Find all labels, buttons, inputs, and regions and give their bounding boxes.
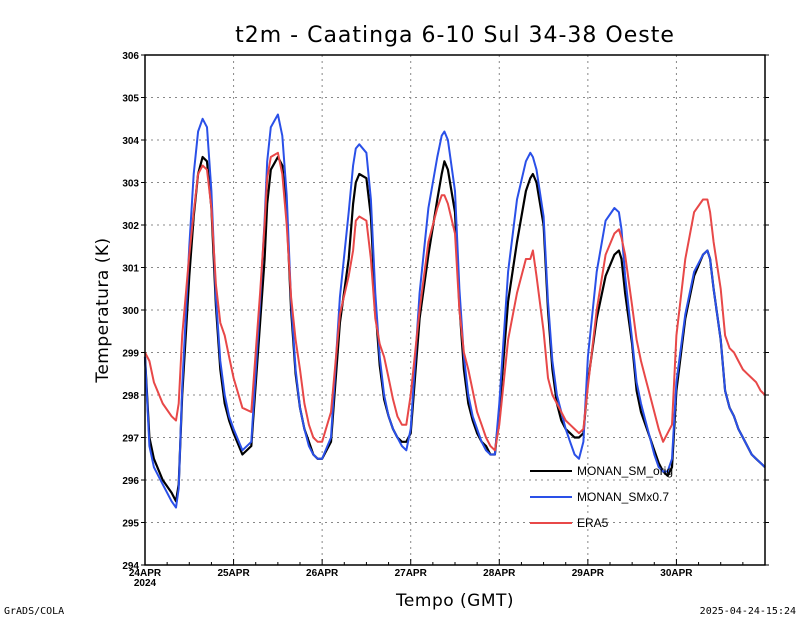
y-tick-label: 305: [122, 94, 139, 105]
y-tick-label: 304: [122, 136, 139, 147]
grid-lines: [145, 55, 765, 565]
footer-credit: GrADS/COLA: [4, 606, 64, 617]
legend: MONAN_SM_orig MONAN_SMx0.7 ERA5: [530, 464, 673, 530]
y-tick-label: 301: [122, 264, 139, 275]
x-tick-label: 28APR: [483, 568, 516, 579]
y-axis: 294 295 296 297 298 299 300 301 302 303 304 305 306: [122, 51, 769, 572]
y-tick-label: 295: [122, 519, 139, 530]
x-tick-sublabel: 2024: [134, 578, 157, 589]
x-tick-label: 27APR: [395, 568, 428, 579]
series-layer: [143, 113, 766, 509]
x-tick-label: 29APR: [572, 568, 605, 579]
series-line-monan-smx0-7: [144, 113, 766, 509]
x-tick-label: 24APR: [129, 568, 162, 579]
legend-label: ERA5: [577, 516, 609, 530]
x-tick-label: 26APR: [306, 568, 339, 579]
y-tick-label: 303: [122, 179, 139, 190]
plot-frame: [144, 54, 766, 566]
y-tick-label: 300: [122, 306, 139, 317]
y-tick-label: 294: [122, 561, 139, 572]
series-line-era5: [144, 151, 766, 452]
y-tick-label: 297: [122, 434, 139, 445]
legend-label: MONAN_SMx0.7: [577, 490, 669, 504]
x-axis-label: Tempo (GMT): [395, 591, 514, 611]
footer-timestamp: 2025-04-24-15:24: [700, 606, 796, 617]
x-tick-label: 30APR: [660, 568, 693, 579]
x-tick-label: 25APR: [217, 568, 250, 579]
legend-label: MONAN_SM_orig: [577, 464, 673, 478]
y-tick-label: 299: [122, 349, 139, 360]
y-axis-label: Temperatura (K): [93, 237, 113, 383]
y-tick-label: 298: [122, 391, 139, 402]
y-tick-label: 302: [122, 221, 139, 232]
y-tick-label: 296: [122, 476, 139, 487]
chart-title: t2m - Caatinga 6-10 Sul 34-38 Oeste: [235, 23, 675, 48]
y-tick-label: 306: [122, 51, 139, 62]
